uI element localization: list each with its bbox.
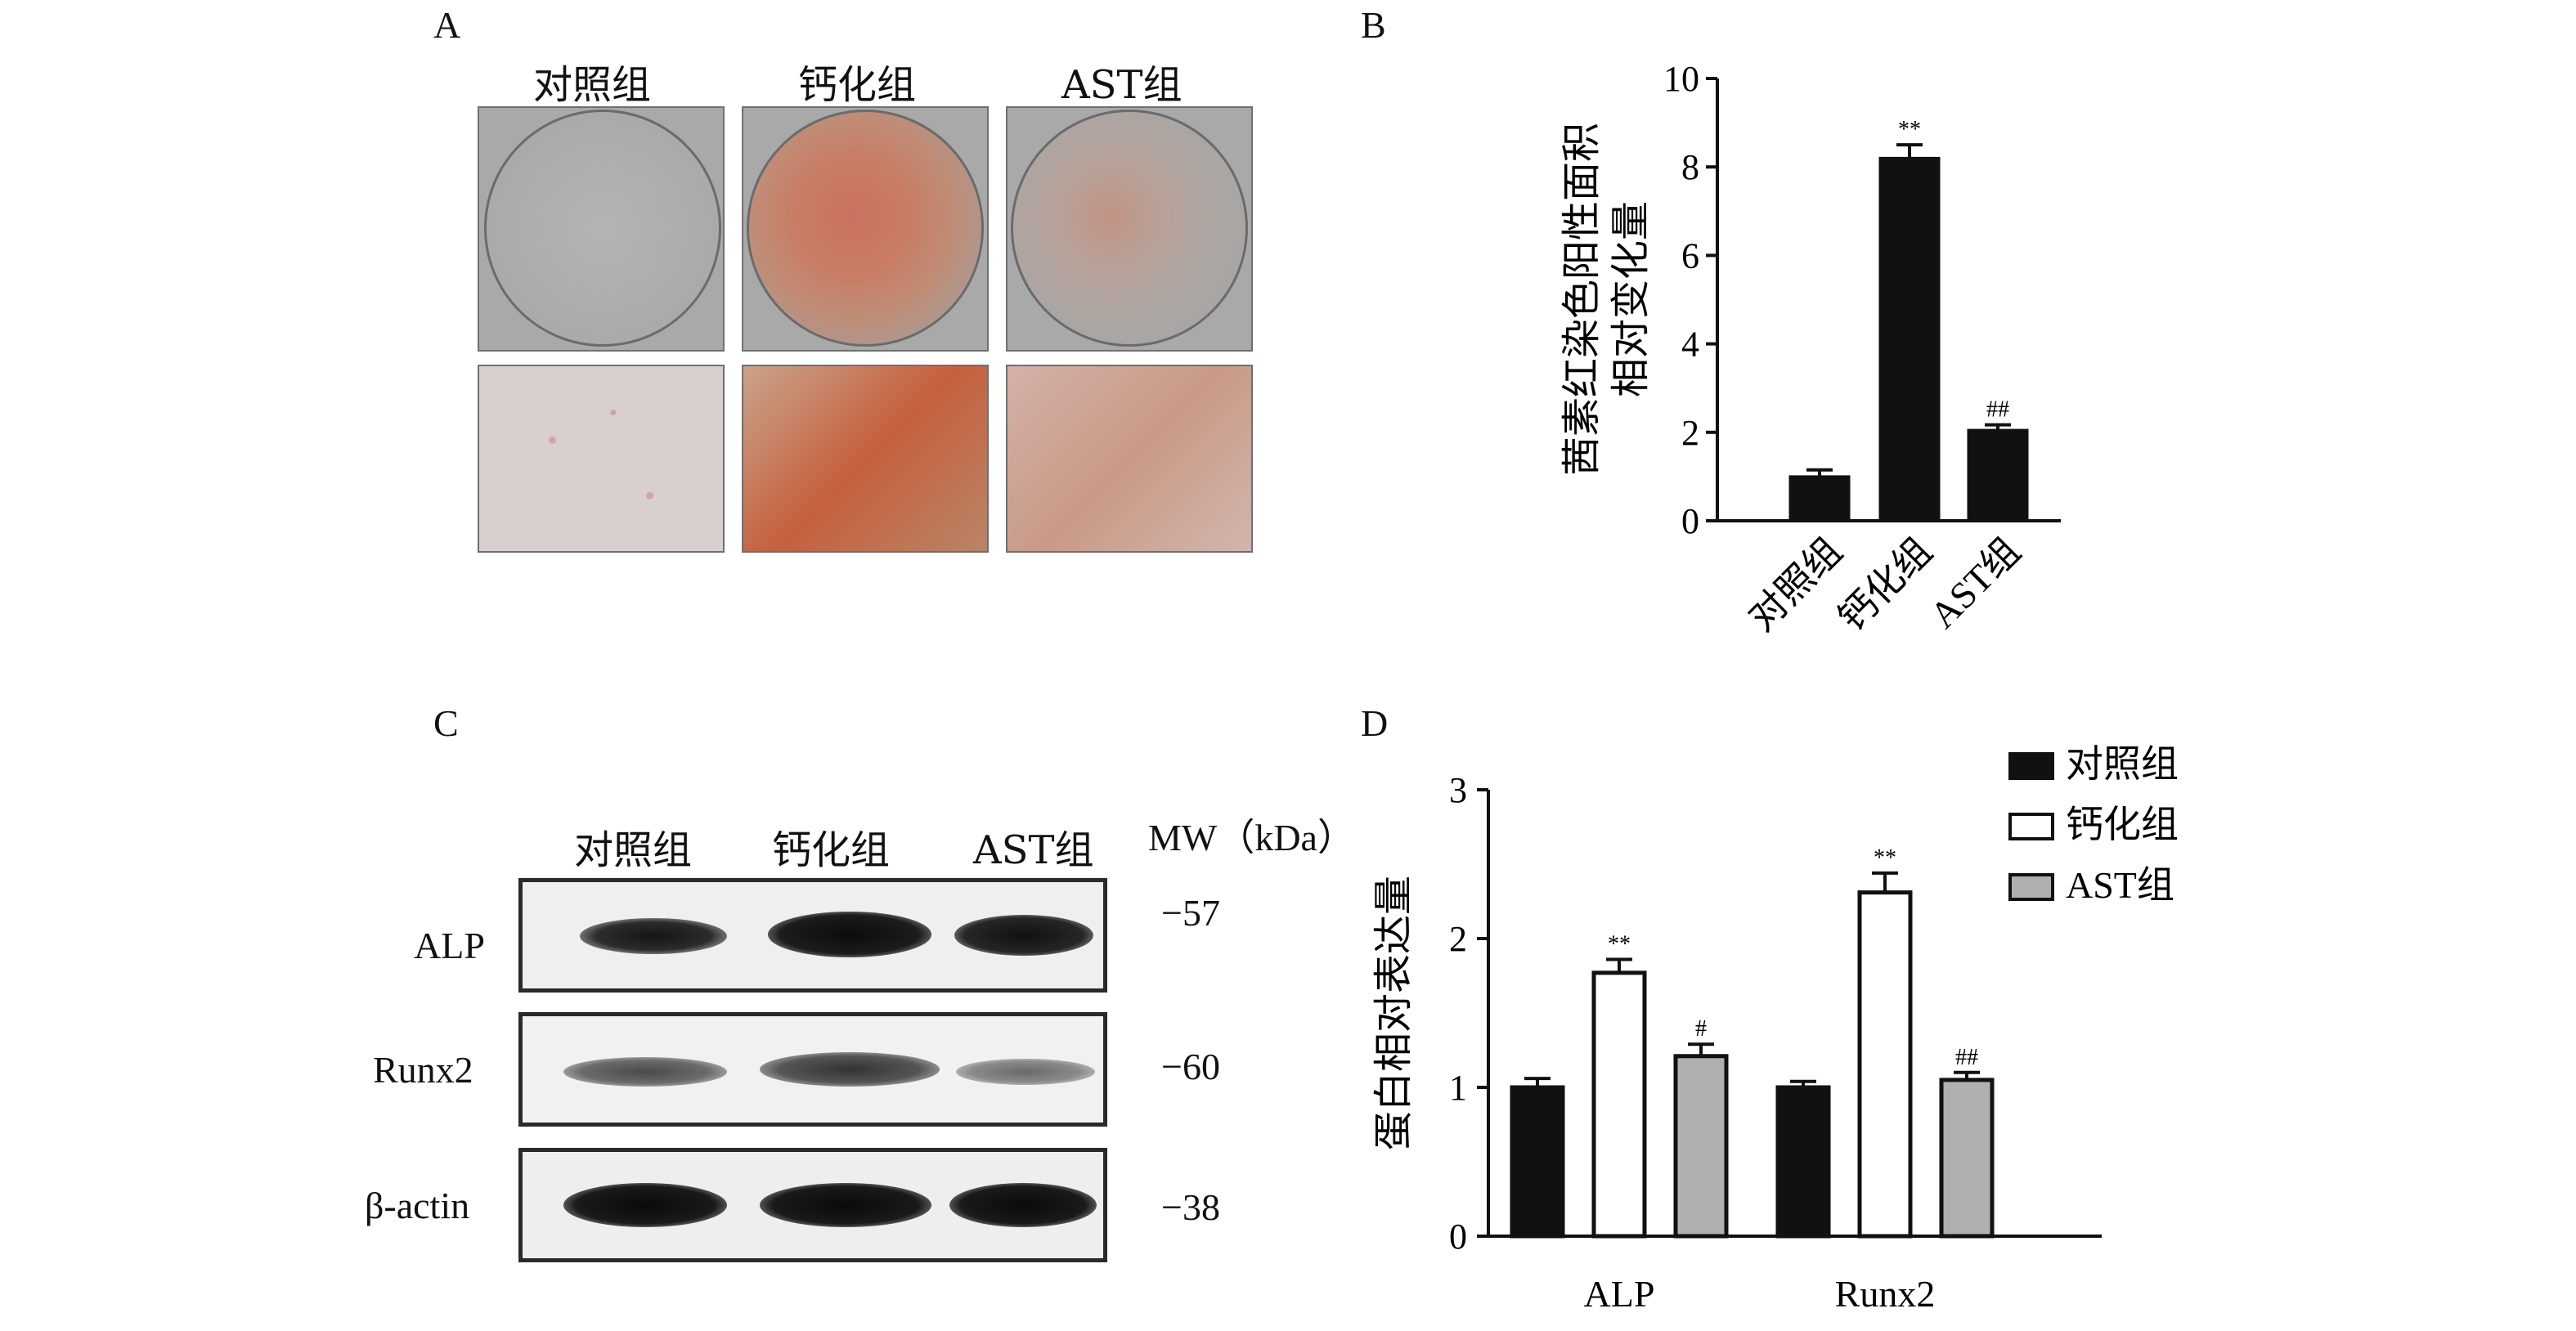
- y-tick-label-d: 2: [1449, 919, 1467, 959]
- y-tick-label-d: 0: [1449, 1217, 1467, 1257]
- panel-b-letter: B: [1361, 4, 1386, 46]
- bar-d: [1673, 1054, 1729, 1239]
- blot-mw-alp: −57: [1161, 892, 1220, 934]
- x-tick-label-b: 钙化组: [1830, 530, 1940, 639]
- significance-b: ##: [1986, 397, 2009, 423]
- blot-mw-runx2: −60: [1161, 1046, 1220, 1087]
- significance-d: **: [1874, 845, 1896, 871]
- legend-label-d: 钙化组: [2066, 804, 2179, 845]
- x-tick-label-b: 对照组: [1740, 530, 1850, 639]
- x-tick-label-d: Runx2: [1835, 1273, 1936, 1315]
- blot-header-control: 对照组: [574, 827, 693, 873]
- well-image-calcified: [742, 106, 989, 352]
- x-tick-label-d: ALP: [1584, 1273, 1655, 1315]
- y-tick-label-b: 2: [1681, 413, 1699, 453]
- x-tick-label-b: AST组: [1922, 530, 2028, 636]
- panel-a-header-ast: AST组: [1061, 62, 1183, 108]
- bar-d: [1775, 1085, 1831, 1239]
- legend-swatch-d: [2008, 752, 2054, 780]
- y-axis-label-b-line1: 茜素红染色阳性面积: [1560, 123, 1604, 476]
- bar-d: [1591, 970, 1647, 1239]
- y-axis-label-d: 蛋白相对表达量: [1372, 876, 1416, 1150]
- blot-label-runx2: Runx2: [373, 1049, 473, 1091]
- chart-b: 0 2 4 6 8 10 对照组 ** 钙化组 ## AST组 茜素红染色阳性面积 相对变化量: [1560, 59, 2061, 639]
- y-axis-label-b-line2: 相对变化量: [1609, 201, 1653, 397]
- blot-mw-header: MW（kDa）: [1148, 817, 1355, 858]
- bar-d: [1857, 890, 1913, 1239]
- bar-d: [1939, 1078, 1995, 1239]
- blot-mw-beta-actin: −38: [1161, 1186, 1220, 1228]
- y-tick-label-d: 1: [1449, 1068, 1467, 1108]
- bar-b: [1878, 156, 1941, 522]
- blot-alp: [518, 878, 1107, 993]
- panel-c-letter: C: [433, 702, 459, 744]
- micrograph-ast: [1006, 365, 1253, 553]
- blot-label-alp: ALP: [414, 925, 485, 966]
- significance-d: ##: [1955, 1045, 1978, 1070]
- legend-label-d: AST组: [2066, 864, 2174, 906]
- y-tick-label-b: 4: [1681, 325, 1699, 365]
- blot-label-beta-actin: β-actin: [365, 1185, 470, 1226]
- y-tick-label-b: 8: [1681, 147, 1699, 187]
- blot-header-ast: AST组: [973, 827, 1094, 873]
- y-tick-label-b: 10: [1663, 59, 1699, 99]
- blot-header-calcified: 钙化组: [772, 827, 891, 873]
- panel-d-letter: D: [1361, 702, 1389, 744]
- panel-a-header-control: 对照组: [533, 62, 652, 108]
- y-tick-label-d: 3: [1449, 770, 1467, 810]
- blot-beta-actin: [518, 1148, 1107, 1262]
- legend-swatch-d: [2008, 873, 2054, 901]
- panel-a-letter: A: [433, 4, 461, 46]
- micrograph-control: [478, 365, 725, 553]
- significance-b: **: [1898, 117, 1921, 142]
- legend-label-d: 对照组: [2066, 743, 2179, 785]
- bar-b: [1788, 475, 1851, 522]
- panel-a-header-calcified: 钙化组: [798, 62, 917, 108]
- y-tick-label-b: 0: [1681, 501, 1699, 541]
- significance-d: **: [1608, 931, 1631, 957]
- significance-d: #: [1695, 1016, 1707, 1042]
- well-image-control: [478, 106, 725, 352]
- legend-swatch-d: [2008, 813, 2054, 840]
- bar-d: [1510, 1085, 1565, 1239]
- well-image-ast: [1006, 106, 1253, 352]
- micrograph-calcified: [742, 365, 989, 553]
- y-tick-label-b: 6: [1681, 235, 1699, 276]
- bar-b: [1967, 428, 2029, 522]
- blot-runx2: [518, 1012, 1107, 1127]
